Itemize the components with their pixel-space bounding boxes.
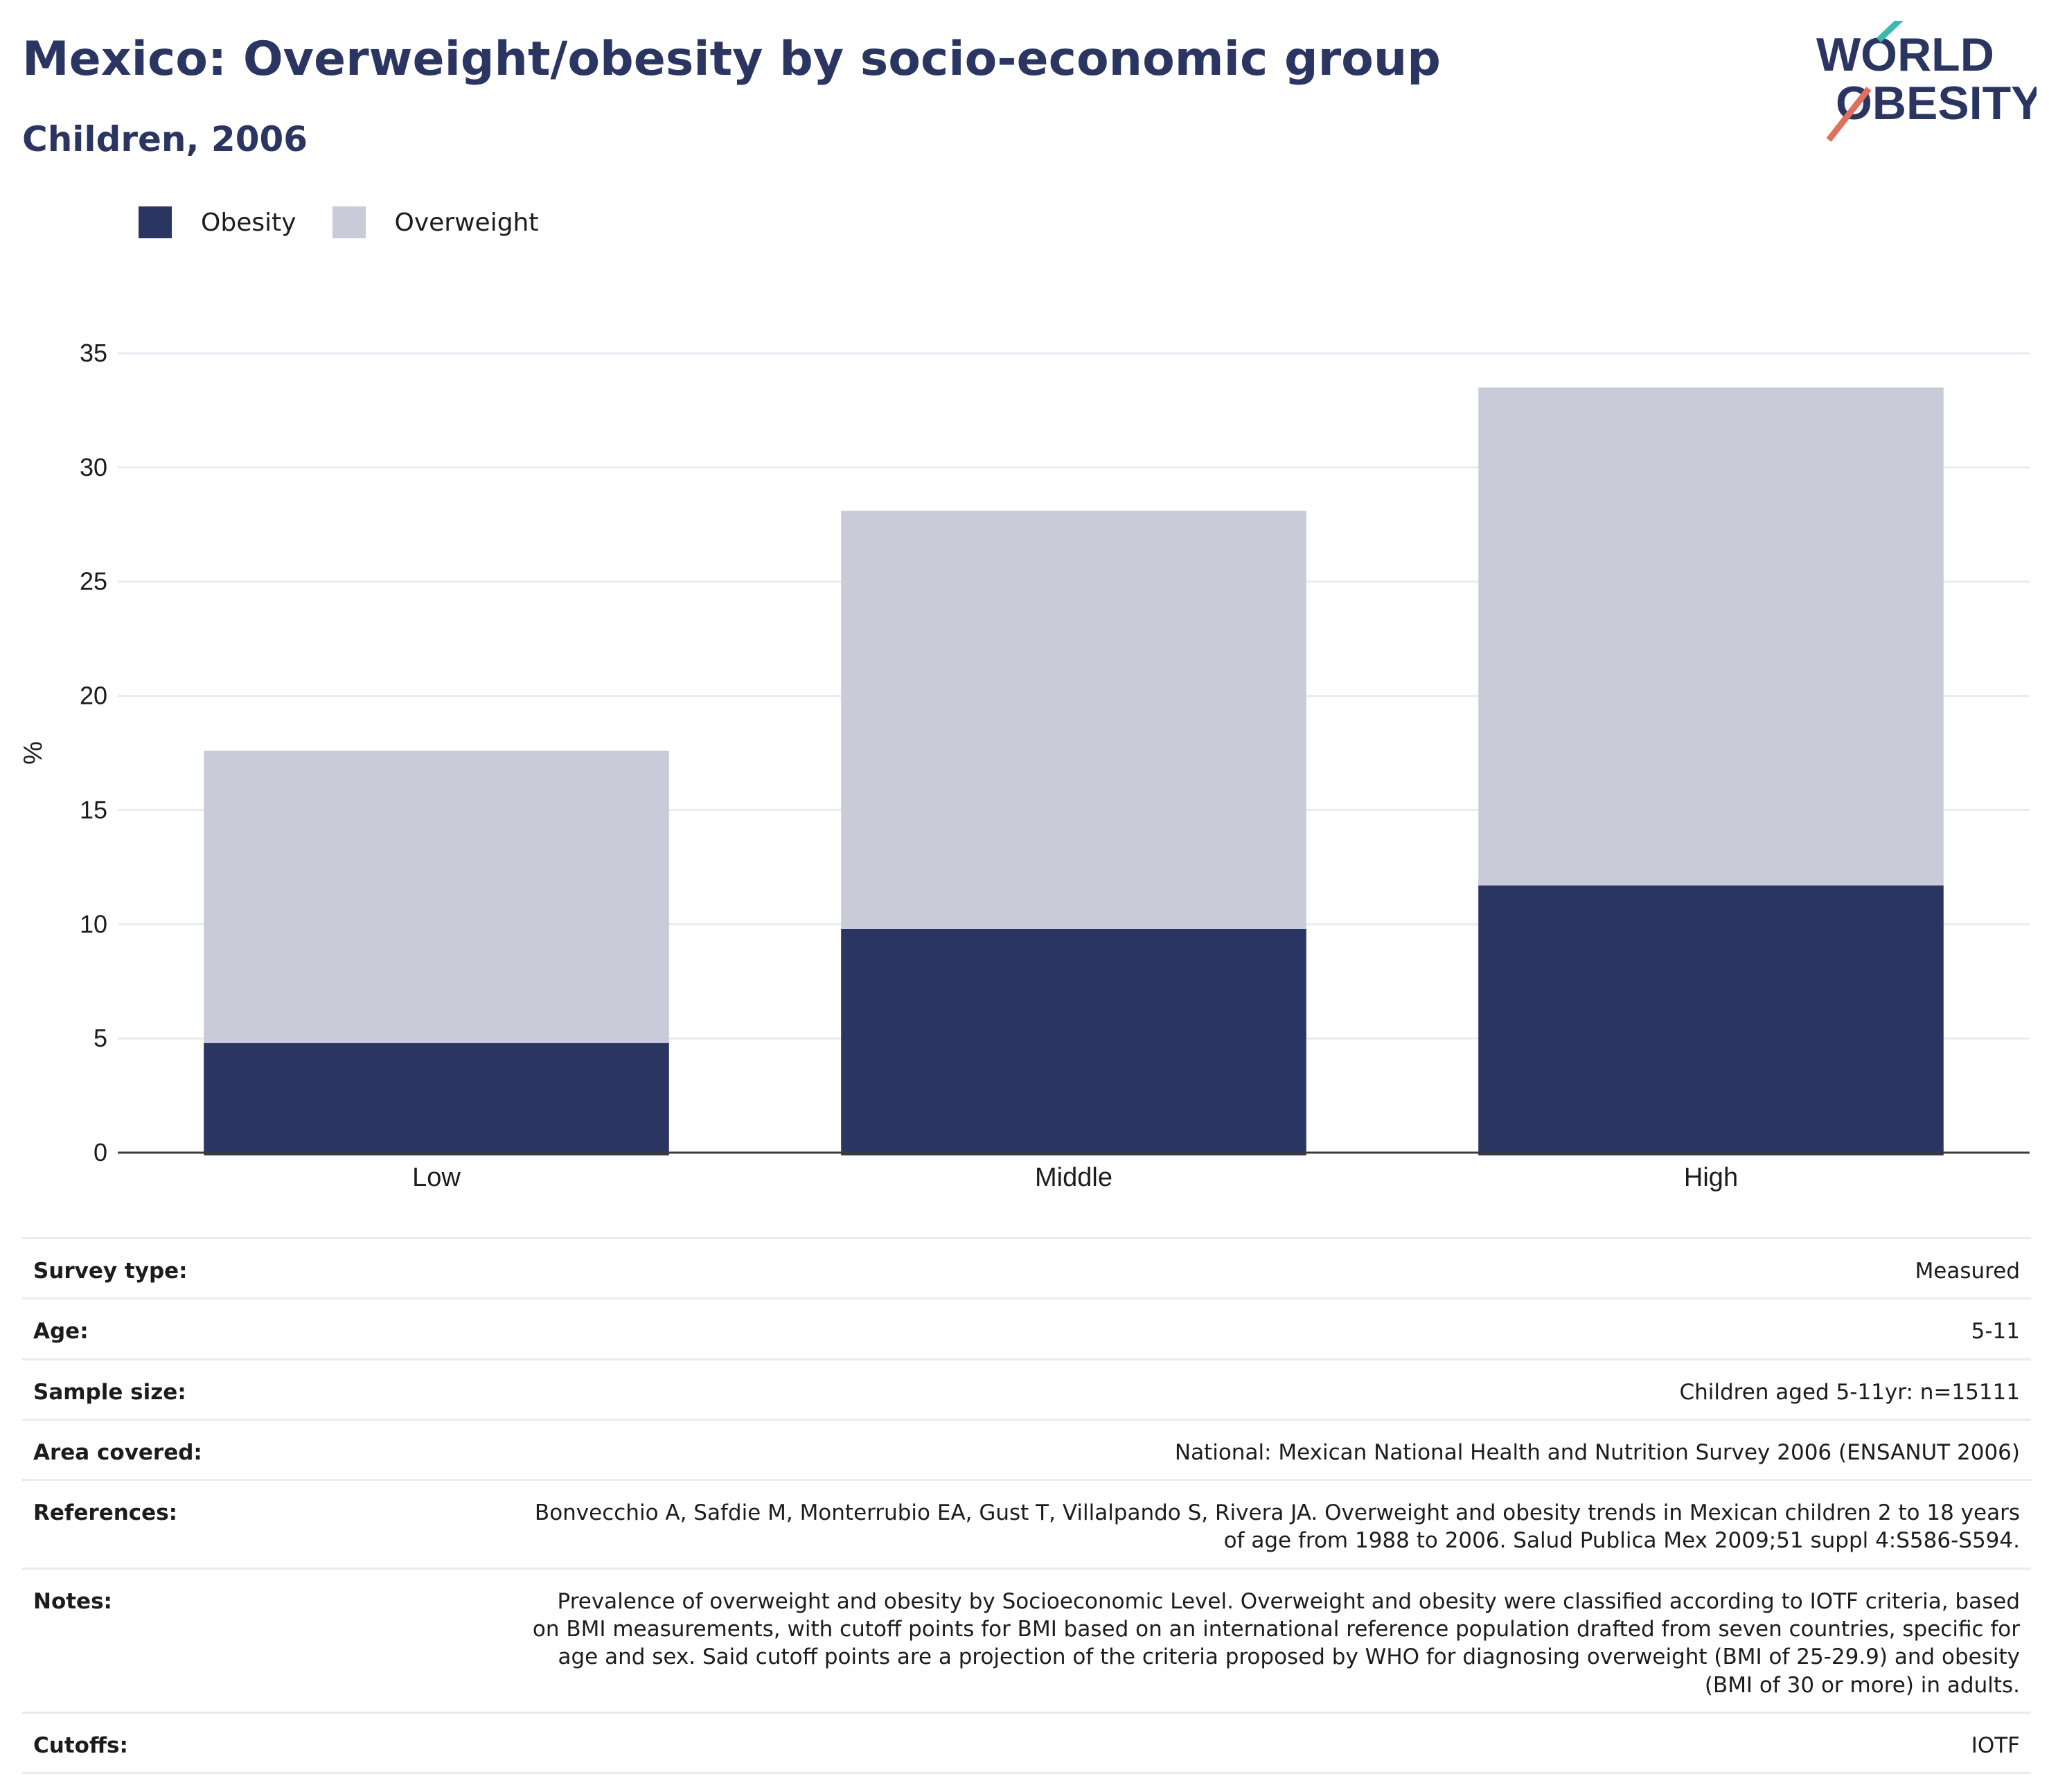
meta-label: Sample size: bbox=[33, 1379, 186, 1405]
legend-item-overweight: Overweight bbox=[332, 206, 539, 238]
bar-obesity-high bbox=[1478, 885, 1944, 1155]
legend-label-obesity: Obesity bbox=[201, 208, 296, 237]
meta-row: Area covered: National: Mexican National … bbox=[22, 1418, 2031, 1479]
meta-value: IOTF bbox=[1971, 1732, 2020, 1758]
svg-text:OBESITY: OBESITY bbox=[1836, 77, 2037, 130]
meta-label: Area covered: bbox=[33, 1439, 202, 1465]
meta-label: Age: bbox=[33, 1319, 89, 1345]
meta-label: References: bbox=[33, 1500, 178, 1526]
metadata-table: Survey type: Measured Age: 5-11 Sample size:… bbox=[22, 1237, 2031, 1775]
meta-row: Survey type: Measured bbox=[22, 1237, 2031, 1297]
legend-item-obesity: Obesity bbox=[139, 206, 296, 238]
meta-row: Age: 5-11 bbox=[22, 1297, 2031, 1358]
legend-label-overweight: Overweight bbox=[394, 208, 539, 237]
bar-obesity-middle bbox=[841, 928, 1306, 1155]
y-tick-label: 20 bbox=[80, 682, 107, 710]
world-obesity-logo: WORLD OBESITY bbox=[1816, 21, 2037, 142]
meta-label: Cutoffs: bbox=[33, 1732, 128, 1758]
meta-value: National: Mexican National Health and Nu… bbox=[1174, 1439, 2020, 1465]
y-tick-label: 0 bbox=[94, 1138, 107, 1166]
y-tick-label: 25 bbox=[80, 567, 107, 596]
meta-value: Prevalence of overweight and obesity by … bbox=[532, 1588, 2020, 1698]
stacked-bar-chart: 0 5 10 15 20 25 30 35% Low Middle High bbox=[19, 339, 2030, 1192]
y-tick-label: 35 bbox=[80, 339, 107, 367]
y-tick-label: 15 bbox=[80, 795, 107, 824]
meta-label: Survey type: bbox=[33, 1259, 188, 1284]
y-tick-label: 10 bbox=[80, 910, 107, 938]
y-axis-label: % bbox=[19, 741, 48, 765]
legend-swatch-obesity bbox=[139, 206, 172, 238]
chart-subtitle: Children, 2006 bbox=[22, 119, 308, 159]
y-tick-label: 5 bbox=[94, 1024, 107, 1052]
meta-value: Children aged 5-11yr: n=15111 bbox=[1679, 1379, 2020, 1405]
bar-obesity-low bbox=[204, 1043, 669, 1155]
meta-label: Notes: bbox=[33, 1588, 112, 1614]
bar-overweight-high bbox=[1478, 387, 1944, 886]
chart-title: Mexico: Overweight/obesity by socio-econ… bbox=[22, 32, 1441, 87]
meta-value: Bonvecchio A, Safdie M, Monterrubio EA, … bbox=[534, 1500, 2020, 1554]
meta-row: Sample size: Children aged 5-11yr: n=1511… bbox=[22, 1358, 2031, 1419]
y-tick-label: 30 bbox=[80, 453, 107, 481]
x-tick-label: High bbox=[1684, 1163, 1738, 1192]
bar-overweight-low bbox=[204, 750, 669, 1043]
meta-value: Measured bbox=[1915, 1259, 2020, 1284]
meta-row: Notes: Prevalence of overweight and obesi… bbox=[22, 1567, 2031, 1712]
bar-overweight-middle bbox=[841, 511, 1306, 929]
legend-swatch-overweight bbox=[332, 206, 366, 238]
meta-value: 5-11 bbox=[1971, 1319, 2020, 1345]
x-tick-label: Middle bbox=[1035, 1163, 1112, 1192]
meta-row: Cutoffs: IOTF bbox=[22, 1711, 2031, 1775]
svg-text:WORLD: WORLD bbox=[1816, 28, 1994, 81]
meta-row: References: Bonvecchio A, Safdie M, Monte… bbox=[22, 1479, 2031, 1568]
x-tick-label: Low bbox=[412, 1163, 461, 1192]
legend: Obesity Overweight bbox=[139, 206, 574, 238]
